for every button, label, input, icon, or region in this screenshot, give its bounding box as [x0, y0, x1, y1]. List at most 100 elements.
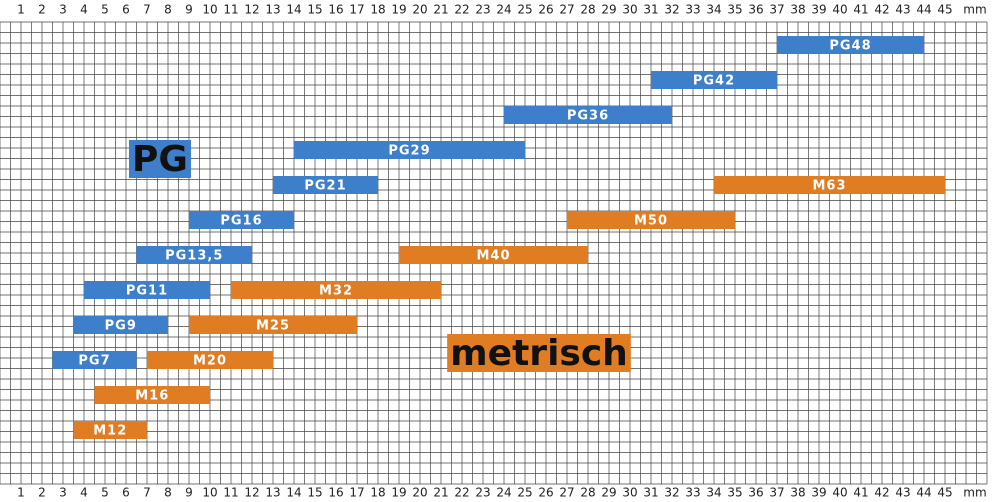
x-tick-label: 14 [286, 3, 301, 17]
x-tick-label: 29 [601, 3, 616, 17]
range-bar [73, 421, 147, 439]
x-tick-label: 12 [244, 486, 259, 500]
bar-label: M20 [193, 354, 227, 369]
x-tick-label: 31 [643, 3, 658, 17]
x-tick-label: 21 [433, 3, 448, 17]
legend-label: metrisch [450, 333, 628, 374]
legend-box [129, 140, 191, 178]
x-tick-label: 32 [664, 486, 679, 500]
range-bar [777, 36, 924, 54]
range-bar [294, 141, 525, 159]
x-tick-label: 7 [143, 3, 151, 17]
x-tick-label: 34 [706, 486, 721, 500]
x-axis-label: mm [963, 486, 986, 500]
x-tick-label: 23 [475, 486, 490, 500]
x-tick-label: 16 [328, 3, 343, 17]
x-tick-label: 11 [223, 3, 238, 17]
x-tick-label: 18 [370, 486, 385, 500]
x-tick-label: 40 [832, 486, 847, 500]
x-tick-label: 1 [17, 486, 25, 500]
bar-label: M50 [634, 214, 668, 229]
x-tick-label: 13 [265, 3, 280, 17]
x-tick-label: 25 [517, 3, 532, 17]
x-tick-label: 24 [496, 3, 511, 17]
x-tick-label: 41 [853, 3, 868, 17]
x-tick-label: 29 [601, 486, 616, 500]
x-tick-label: 22 [454, 3, 469, 17]
x-tick-label: 20 [412, 486, 427, 500]
x-tick-label: 6 [122, 486, 130, 500]
bar-label: PG7 [78, 354, 110, 369]
range-bar [147, 351, 273, 369]
x-tick-label: 9 [185, 3, 193, 17]
range-bar [136, 246, 252, 264]
bar-label: PG9 [105, 319, 137, 334]
x-tick-label: 27 [559, 3, 574, 17]
x-tick-label: 30 [622, 486, 637, 500]
x-tick-label: 8 [164, 486, 172, 500]
range-bar [567, 211, 735, 229]
x-tick-label: 21 [433, 486, 448, 500]
x-tick-label: 12 [244, 3, 259, 17]
x-tick-label: 3 [59, 486, 67, 500]
x-tick-label: 20 [412, 3, 427, 17]
x-tick-label: 38 [790, 3, 805, 17]
bar-label: PG13,5 [165, 249, 223, 264]
x-tick-label: 28 [580, 3, 595, 17]
bar-label: PG16 [220, 214, 262, 229]
x-tick-label: 33 [685, 3, 700, 17]
x-tick-label: 6 [122, 3, 130, 17]
range-bar [94, 386, 210, 404]
x-tick-label: 18 [370, 3, 385, 17]
x-tick-label: 23 [475, 3, 490, 17]
x-tick-label: 9 [185, 486, 193, 500]
x-tick-label: 15 [307, 3, 322, 17]
x-tick-label: 10 [202, 486, 217, 500]
x-tick-label: 13 [265, 486, 280, 500]
x-tick-label: 22 [454, 486, 469, 500]
x-tick-label: 38 [790, 486, 805, 500]
bar-label: M25 [256, 319, 290, 334]
bar-label: PG42 [693, 74, 735, 89]
x-tick-label: 5 [101, 3, 109, 17]
bar-label: PG21 [304, 179, 346, 194]
x-tick-label: 17 [349, 3, 364, 17]
bar-label: PG48 [829, 39, 871, 54]
x-tick-label: 44 [916, 486, 931, 500]
bar-label: PG36 [567, 109, 609, 124]
x-tick-label: 16 [328, 486, 343, 500]
x-tick-label: 36 [748, 3, 763, 17]
x-tick-label: 45 [937, 486, 952, 500]
bar-label: M32 [319, 284, 353, 299]
x-tick-label: 37 [769, 486, 784, 500]
x-tick-label: 37 [769, 3, 784, 17]
x-tick-label: 36 [748, 486, 763, 500]
x-tick-label: 24 [496, 486, 511, 500]
range-bar [84, 281, 210, 299]
x-tick-label: 32 [664, 3, 679, 17]
x-tick-label: 30 [622, 3, 637, 17]
x-tick-label: 2 [38, 3, 46, 17]
bar-label: PG11 [126, 284, 168, 299]
x-tick-label: 17 [349, 486, 364, 500]
range-bar [714, 176, 945, 194]
x-tick-label: 31 [643, 486, 658, 500]
x-tick-label: 25 [517, 486, 532, 500]
x-tick-label: 34 [706, 3, 721, 17]
legend-box [447, 334, 631, 372]
x-tick-label: 4 [80, 3, 88, 17]
bar-label: M16 [135, 389, 169, 404]
x-tick-label: 19 [391, 3, 406, 17]
x-tick-label: 11 [223, 486, 238, 500]
x-tick-label: 35 [727, 3, 742, 17]
x-tick-label: 8 [164, 3, 172, 17]
bar-label: M12 [93, 424, 127, 439]
x-tick-label: 26 [538, 3, 553, 17]
range-bar [651, 71, 777, 89]
x-tick-label: 19 [391, 486, 406, 500]
x-tick-label: 40 [832, 3, 847, 17]
x-axis-label: mm [963, 3, 986, 17]
x-tick-label: 5 [101, 486, 109, 500]
x-tick-label: 15 [307, 486, 322, 500]
